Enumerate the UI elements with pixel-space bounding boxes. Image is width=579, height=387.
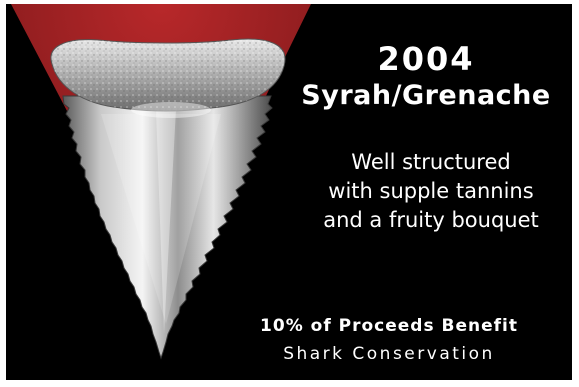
tasting-notes: Well structured with supple tannins and … <box>296 148 566 235</box>
shark-tooth-illustration <box>11 4 311 360</box>
root-glow <box>131 102 211 118</box>
tasting-note-line: Well structured <box>351 150 511 174</box>
blade-highlight <box>101 114 221 324</box>
wine-label: 2004 Syrah/Grenache Well structured with… <box>6 4 572 380</box>
tasting-note-line: with supple tannins <box>328 179 534 203</box>
root-texture <box>50 39 285 111</box>
blade-center-shine <box>156 109 176 334</box>
cause-text: Shark Conservation <box>283 344 495 364</box>
vintage-year: 2004 <box>377 40 475 78</box>
varietal-name: Syrah/Grenache <box>301 80 551 111</box>
tooth-blade <box>62 95 273 360</box>
tasting-note-line: and a fruity bouquet <box>323 208 539 232</box>
proceeds-benefit-text: 10% of Proceeds Benefit <box>260 316 518 336</box>
